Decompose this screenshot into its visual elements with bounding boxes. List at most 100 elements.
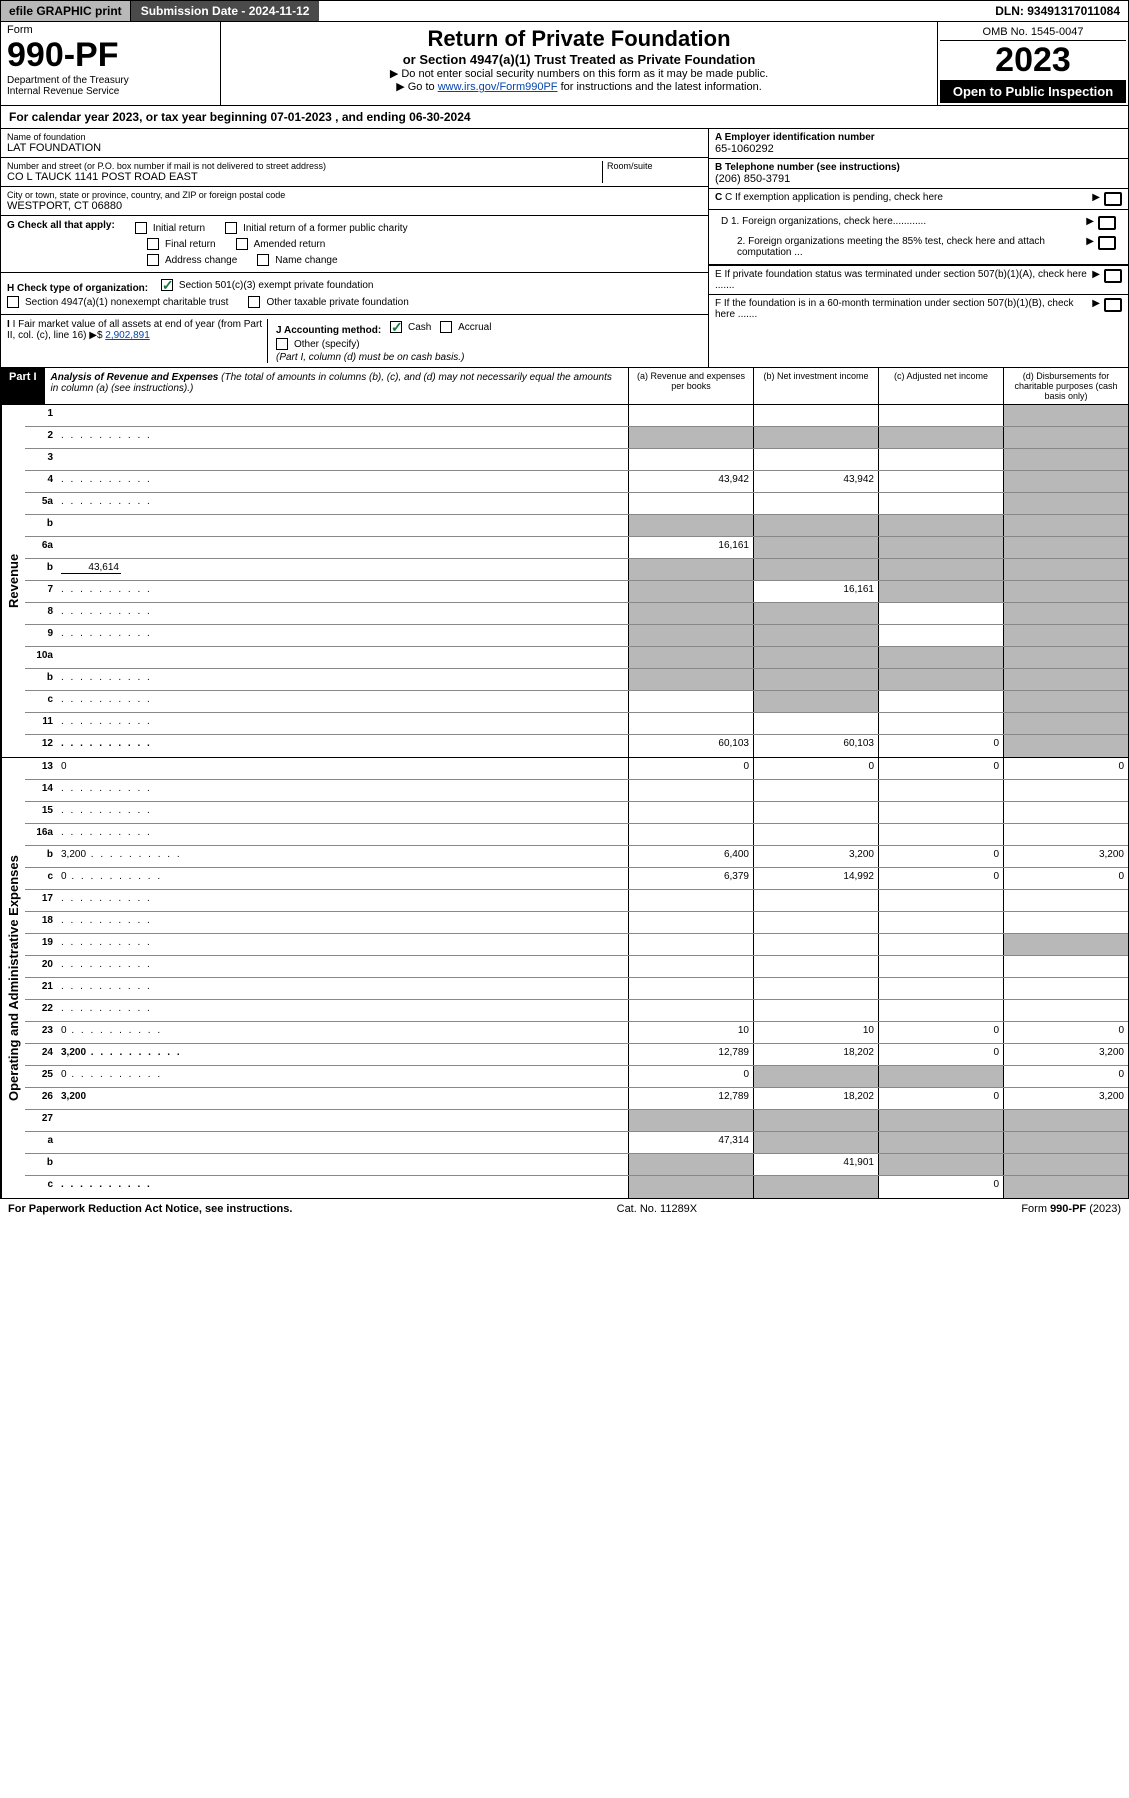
cell-col-b: 0 [753, 758, 878, 779]
cell-col-c [878, 581, 1003, 602]
checkbox-other-method[interactable] [276, 338, 288, 350]
checkbox-f[interactable] [1104, 298, 1122, 312]
checkbox-initial-return[interactable] [135, 222, 147, 234]
cell-col-d [1003, 691, 1128, 712]
ein-label: A Employer identification number [715, 132, 1122, 143]
address: CO L TAUCK 1141 POST ROAD EAST [7, 171, 602, 183]
cell-col-c [878, 824, 1003, 845]
entity-info-block: Name of foundation LAT FOUNDATION Number… [0, 129, 1129, 368]
efile-print-button[interactable]: efile GRAPHIC print [1, 1, 131, 21]
cell-col-c [878, 1066, 1003, 1087]
cell-col-b: 18,202 [753, 1088, 878, 1109]
cell-col-c [878, 1110, 1003, 1131]
city-label: City or town, state or province, country… [7, 190, 702, 200]
cell-col-c [878, 625, 1003, 646]
checkbox-other-taxable[interactable] [248, 296, 260, 308]
cell-col-b: 14,992 [753, 868, 878, 889]
cell-col-a [628, 427, 753, 448]
line-number: 20 [25, 956, 57, 977]
line-description [57, 537, 628, 558]
line-description: 0 [57, 868, 628, 889]
cell-col-d [1003, 802, 1128, 823]
table-row: 1260,10360,1030 [25, 735, 1128, 757]
table-row: 15 [25, 802, 1128, 824]
checkbox-c[interactable] [1104, 192, 1122, 206]
table-row: b 43,614 [25, 559, 1128, 581]
cell-col-a [628, 669, 753, 690]
line-description [57, 581, 628, 602]
cell-col-c [878, 471, 1003, 492]
cell-col-c [878, 956, 1003, 977]
line-description [57, 405, 628, 426]
table-row: 230101000 [25, 1022, 1128, 1044]
line-description [57, 713, 628, 734]
cell-col-a [628, 581, 753, 602]
line-number: 5a [25, 493, 57, 514]
part-1-title: Analysis of Revenue and Expenses [51, 372, 219, 383]
line-description [57, 1176, 628, 1198]
address-label: Number and street (or P.O. box number if… [7, 161, 602, 171]
checkbox-501c3[interactable] [161, 279, 173, 291]
cell-col-d [1003, 471, 1128, 492]
cell-col-b [753, 956, 878, 977]
line-description [57, 1000, 628, 1021]
line-description: 3,200 [57, 846, 628, 867]
line-number: b [25, 846, 57, 867]
cell-col-c [878, 691, 1003, 712]
line-description [57, 603, 628, 624]
line-description [57, 735, 628, 757]
line-number: 22 [25, 1000, 57, 1021]
cell-col-c: 0 [878, 846, 1003, 867]
checkbox-final-return[interactable] [147, 238, 159, 250]
line-number: 14 [25, 780, 57, 801]
line-description [57, 691, 628, 712]
irs-link[interactable]: www.irs.gov/Form990PF [438, 81, 558, 93]
cell-col-a: 43,942 [628, 471, 753, 492]
line-description [57, 1154, 628, 1175]
cell-col-a [628, 713, 753, 734]
checkbox-e[interactable] [1104, 269, 1122, 283]
cell-col-c [878, 449, 1003, 470]
checkbox-cash[interactable] [390, 321, 402, 333]
checkbox-d1[interactable] [1098, 216, 1116, 230]
cell-col-a [628, 956, 753, 977]
cell-col-d [1003, 625, 1128, 646]
line-description [57, 934, 628, 955]
checkbox-amended-return[interactable] [236, 238, 248, 250]
cell-col-b [753, 780, 878, 801]
cell-col-b [753, 427, 878, 448]
line-number: 18 [25, 912, 57, 933]
table-row: 2 [25, 427, 1128, 449]
line-number: 19 [25, 934, 57, 955]
checkbox-4947a1[interactable] [7, 296, 19, 308]
line-number: c [25, 868, 57, 889]
checkbox-address-change[interactable] [147, 254, 159, 266]
cell-col-a [628, 1000, 753, 1021]
line-number: c [25, 1176, 57, 1198]
cell-col-d: 0 [1003, 1022, 1128, 1043]
line-description: 43,614 [57, 559, 628, 580]
cell-col-a [628, 603, 753, 624]
table-row: 18 [25, 912, 1128, 934]
checkbox-accrual[interactable] [440, 321, 452, 333]
checkbox-d2[interactable] [1098, 236, 1116, 250]
cell-col-a: 60,103 [628, 735, 753, 757]
line-description: 0 [57, 1022, 628, 1043]
cell-col-a: 12,789 [628, 1044, 753, 1065]
line-description [57, 669, 628, 690]
line-description [57, 1132, 628, 1153]
fmv-value[interactable]: 2,902,891 [105, 330, 150, 341]
table-row: c [25, 691, 1128, 713]
cell-col-a [628, 780, 753, 801]
cell-col-d [1003, 647, 1128, 668]
cell-col-c [878, 890, 1003, 911]
table-row: a47,314 [25, 1132, 1128, 1154]
checkbox-initial-former[interactable] [225, 222, 237, 234]
line-description: 3,200 [57, 1088, 628, 1109]
revenue-section: Revenue 123443,94243,9425ab6a16,161b 43,… [0, 405, 1129, 758]
form-title: Return of Private Foundation [225, 26, 933, 52]
checkbox-name-change[interactable] [257, 254, 269, 266]
cell-col-d [1003, 978, 1128, 999]
line-description [57, 978, 628, 999]
omb-number: OMB No. 1545-0047 [940, 24, 1126, 41]
